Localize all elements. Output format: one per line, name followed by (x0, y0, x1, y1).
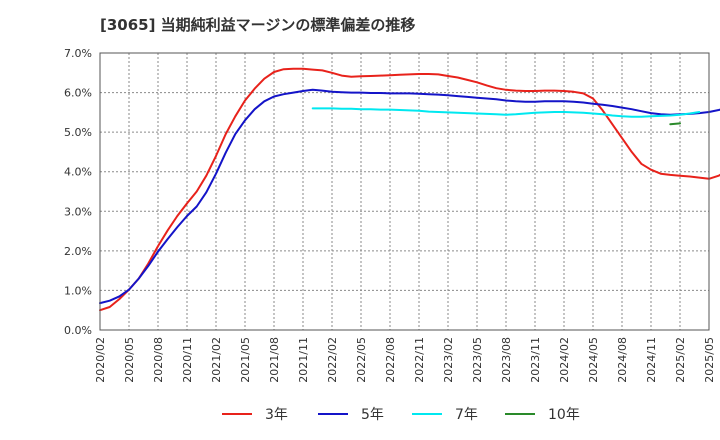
series-lines (99, 67, 720, 312)
y-tick-label: 5.0% (64, 126, 92, 139)
x-tick-label: 2022/02 (326, 337, 339, 383)
y-tick-label: 0.0% (64, 324, 92, 337)
x-tick-label: 2020/05 (123, 337, 136, 383)
y-tick-label: 7.0% (64, 47, 92, 60)
y-axis: 0.0% 1.0% 2.0% 3.0% 4.0% 5.0% 6.0% 7.0% (64, 47, 92, 337)
x-tick-label: 2024/11 (645, 337, 658, 383)
x-tick-label: 2021/02 (210, 337, 223, 383)
y-tick-label: 2.0% (64, 245, 92, 258)
y-tick-label: 6.0% (64, 87, 92, 100)
x-tick-label: 2020/08 (152, 337, 165, 383)
y-tick-label: 4.0% (64, 166, 92, 179)
x-tick-label: 2023/11 (529, 337, 542, 383)
y-tick-label: 3.0% (64, 205, 92, 218)
legend-label: 10年 (548, 407, 580, 423)
x-tick-label: 2024/02 (558, 337, 571, 383)
x-tick-label: 2025/05 (703, 337, 716, 383)
x-tick-label: 2021/05 (239, 337, 252, 383)
series-line (99, 88, 720, 305)
chart-title: [3065] 当期純利益マージンの標準偏差の推移 (100, 16, 416, 34)
y-tick-label: 1.0% (64, 284, 92, 297)
x-tick-label: 2023/05 (471, 337, 484, 383)
x-axis: 2020/02 2020/05 2020/08 2020/11 2021/02 2021/… (94, 337, 716, 383)
plot-frame (99, 52, 710, 331)
x-tick-label: 2024/08 (616, 337, 629, 383)
x-tick-label: 2025/02 (674, 337, 687, 383)
x-tick-label: 2023/08 (500, 337, 513, 383)
x-tick-label: 2022/08 (384, 337, 397, 383)
x-tick-label: 2024/05 (587, 337, 600, 383)
x-tick-label: 2022/11 (413, 337, 426, 383)
series-line (99, 67, 720, 312)
x-tick-label: 2021/08 (268, 337, 281, 383)
series-line (311, 107, 701, 118)
series-line (669, 122, 681, 126)
legend-label: 3年 (265, 407, 288, 423)
plot-area (100, 53, 709, 330)
x-tick-label: 2022/05 (355, 337, 368, 383)
legend-label: 5年 (361, 407, 384, 423)
legend: 3年 5年 7年 10年 (222, 407, 580, 423)
legend-label: 7年 (455, 407, 478, 423)
x-tick-label: 2021/11 (297, 337, 310, 383)
x-tick-label: 2020/11 (181, 337, 194, 383)
x-tick-label: 2023/02 (442, 337, 455, 383)
x-tick-label: 2020/02 (94, 337, 107, 383)
